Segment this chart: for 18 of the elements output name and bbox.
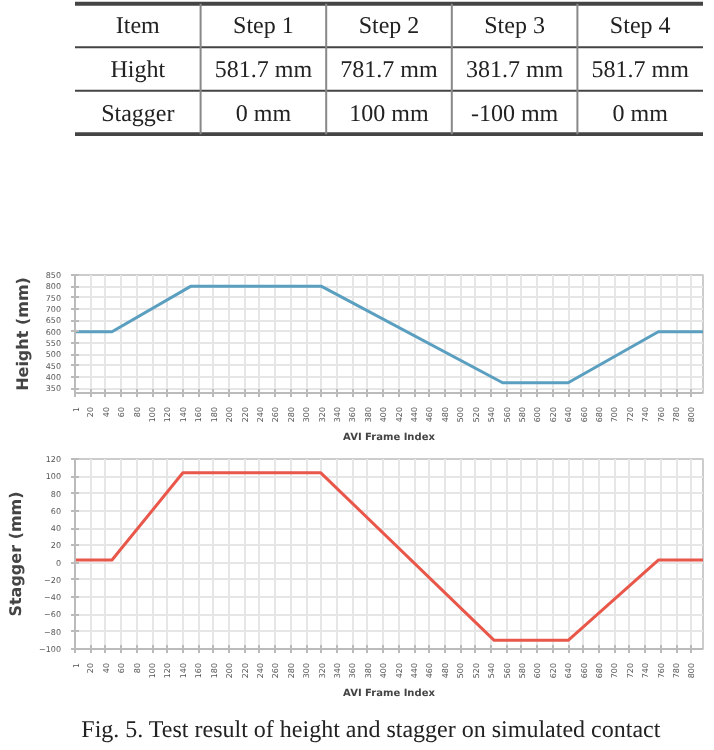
y-axis-title: Stagger (mm) bbox=[7, 491, 26, 617]
text: 581.7 mm bbox=[591, 55, 689, 83]
text: 0 mm bbox=[612, 98, 668, 127]
text: -100 mm bbox=[470, 98, 559, 127]
text: 781.7 mm bbox=[340, 55, 438, 83]
text: 581.7 mm bbox=[214, 55, 313, 83]
text: 100 mm bbox=[349, 98, 429, 127]
category-label: Stagger bbox=[101, 98, 175, 127]
category-label: Item bbox=[115, 11, 162, 40]
category-label: Step 3 bbox=[484, 11, 545, 40]
caption: Fig. 5. Test result of height and stagger on simulated contact bbox=[81, 715, 662, 743]
category-label: Step 4 bbox=[609, 11, 671, 40]
y-axis-title: Height (mm) bbox=[13, 277, 32, 391]
category-label: Step 2 bbox=[358, 11, 420, 40]
category-label: Step 1 bbox=[233, 11, 294, 40]
text: 0 mm bbox=[235, 98, 292, 127]
category-label: Hight bbox=[110, 55, 166, 83]
text: 381.7 mm bbox=[465, 55, 564, 83]
